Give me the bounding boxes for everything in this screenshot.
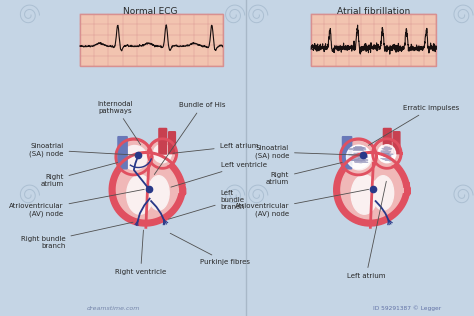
Polygon shape	[335, 153, 409, 225]
FancyBboxPatch shape	[159, 129, 167, 154]
Text: Right
atrium: Right atrium	[40, 162, 118, 186]
Text: dreamstime.com: dreamstime.com	[87, 306, 140, 311]
FancyBboxPatch shape	[118, 137, 127, 169]
Ellipse shape	[116, 139, 152, 175]
FancyBboxPatch shape	[169, 132, 175, 154]
Polygon shape	[117, 159, 178, 219]
Ellipse shape	[378, 145, 396, 162]
Text: Bundle of His: Bundle of His	[155, 102, 226, 174]
Text: Left atrium: Left atrium	[347, 181, 386, 279]
Polygon shape	[110, 153, 185, 225]
FancyBboxPatch shape	[342, 137, 352, 169]
FancyBboxPatch shape	[80, 14, 222, 66]
Ellipse shape	[118, 141, 150, 173]
Text: Right bundle
branch: Right bundle branch	[21, 222, 133, 248]
Ellipse shape	[154, 144, 172, 163]
Ellipse shape	[150, 141, 174, 166]
Ellipse shape	[347, 145, 372, 170]
Polygon shape	[341, 159, 403, 219]
Text: Sinoatrial
(SA) node: Sinoatrial (SA) node	[255, 145, 360, 159]
Ellipse shape	[375, 141, 399, 166]
FancyBboxPatch shape	[393, 132, 400, 154]
Text: Left atrium: Left atrium	[173, 143, 258, 153]
FancyBboxPatch shape	[311, 14, 437, 66]
Text: Internodal
pathways: Internodal pathways	[98, 100, 141, 145]
Text: Atrioventricular
(AV) node: Atrioventricular (AV) node	[9, 189, 144, 217]
Ellipse shape	[343, 141, 374, 173]
Text: Right ventricle: Right ventricle	[115, 230, 166, 275]
Ellipse shape	[351, 175, 377, 214]
Ellipse shape	[373, 139, 401, 168]
Text: Erratic impulses: Erratic impulses	[368, 105, 459, 145]
Ellipse shape	[127, 175, 153, 214]
Ellipse shape	[378, 144, 396, 163]
Ellipse shape	[340, 139, 376, 175]
Ellipse shape	[148, 139, 177, 168]
Text: Left ventricle: Left ventricle	[171, 162, 266, 187]
Text: Sinoatrial
(SA) node: Sinoatrial (SA) node	[29, 143, 136, 157]
Text: Purkinje fibres: Purkinje fibres	[170, 233, 250, 265]
Ellipse shape	[148, 176, 169, 210]
FancyBboxPatch shape	[383, 129, 391, 154]
Ellipse shape	[122, 145, 147, 170]
Text: Atrioventricular
(AV) node: Atrioventricular (AV) node	[235, 189, 369, 217]
Text: Left
bundle
branch: Left bundle branch	[168, 190, 245, 219]
Text: Atrial fibrillation: Atrial fibrillation	[337, 7, 410, 16]
Ellipse shape	[346, 145, 370, 168]
Text: Right
atrium: Right atrium	[266, 162, 342, 185]
Ellipse shape	[373, 176, 394, 210]
Text: ID 59291387 © Legger: ID 59291387 © Legger	[374, 305, 442, 311]
Text: Normal ECG: Normal ECG	[123, 7, 178, 16]
